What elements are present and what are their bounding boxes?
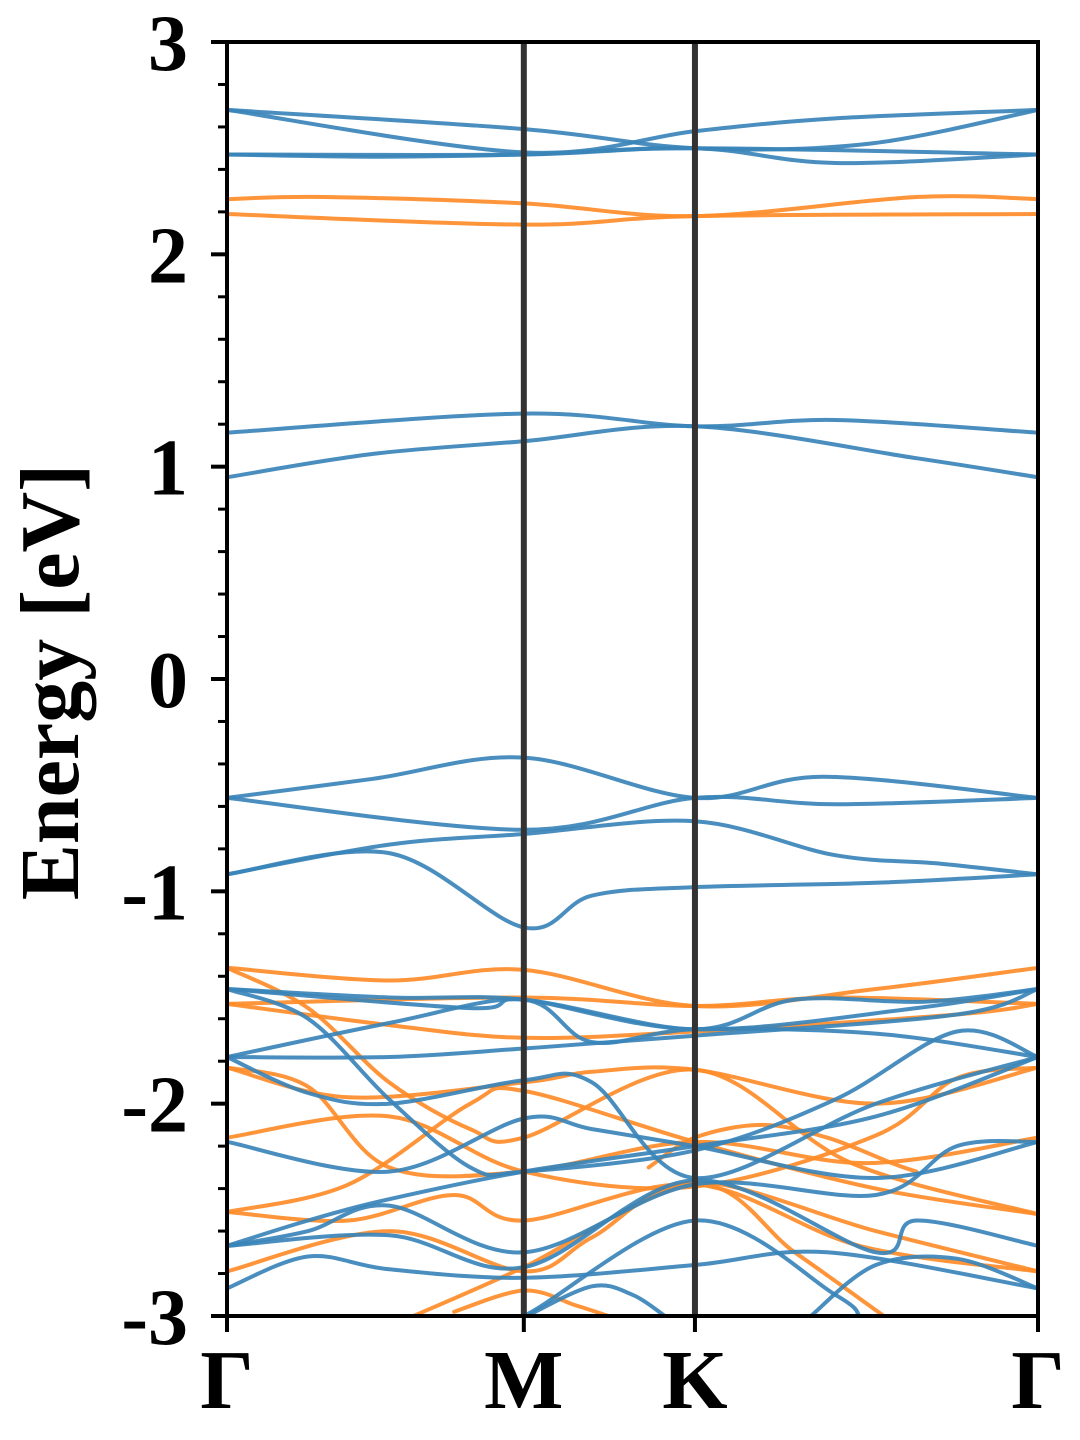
band-line-blue-39 bbox=[808, 1254, 1038, 1316]
band-line-blue-31 bbox=[227, 1055, 1038, 1181]
y-axis-title: Energy [eV] bbox=[4, 464, 97, 900]
band-line-orange-5 bbox=[227, 194, 1038, 219]
band-line-blue-33 bbox=[227, 1055, 1038, 1248]
band-line-blue-12 bbox=[227, 849, 1038, 931]
band-line-blue-36 bbox=[227, 1178, 1038, 1271]
band-line-orange-20 bbox=[227, 1085, 1038, 1217]
x-tick-label: M bbox=[484, 1334, 563, 1427]
band-line-blue-10 bbox=[227, 794, 1038, 832]
y-tick-label: 3 bbox=[148, 0, 188, 88]
high-symmetry-lines bbox=[520, 42, 698, 1316]
band-line-blue-8 bbox=[227, 423, 1038, 480]
band-line-orange-22 bbox=[227, 1180, 1038, 1274]
band-line-orange-21 bbox=[227, 1182, 1038, 1274]
band-line-orange-14 bbox=[227, 995, 1038, 1008]
y-axis-ticks: -3 -2 -1 0 1 2 3 bbox=[121, 0, 227, 1362]
y-tick-label: 2 bbox=[148, 212, 188, 300]
x-tick-label: Γ bbox=[200, 1334, 253, 1427]
plot-frame bbox=[225, 40, 1040, 1318]
band-line-orange-13 bbox=[227, 965, 1038, 1009]
x-tick-label: Γ bbox=[1011, 1334, 1064, 1427]
y-tick-label: 1 bbox=[148, 425, 188, 513]
x-tick-label: K bbox=[662, 1334, 727, 1427]
band-line-orange-24 bbox=[452, 1288, 611, 1316]
band-line-blue-27 bbox=[227, 987, 1038, 1032]
band-lines bbox=[227, 107, 1038, 1316]
band-line-blue-29 bbox=[227, 987, 1038, 1060]
band-line-orange-6 bbox=[227, 212, 1038, 227]
y-tick-label: -2 bbox=[121, 1062, 188, 1150]
band-line-blue-30 bbox=[227, 987, 1038, 1178]
band-line-blue-2 bbox=[227, 107, 1038, 155]
band-line-blue-38 bbox=[525, 1283, 667, 1316]
y-tick-label: -1 bbox=[121, 849, 188, 937]
band-line-blue-9 bbox=[227, 755, 1038, 801]
band-line-blue-35 bbox=[227, 1249, 1038, 1291]
y-tick-label: 0 bbox=[148, 637, 188, 725]
band-line-blue-11 bbox=[227, 818, 1038, 877]
band-line-blue-4 bbox=[227, 146, 1038, 166]
band-line-blue-32 bbox=[227, 1114, 1038, 1181]
y-tick-label: -3 bbox=[121, 1274, 188, 1362]
